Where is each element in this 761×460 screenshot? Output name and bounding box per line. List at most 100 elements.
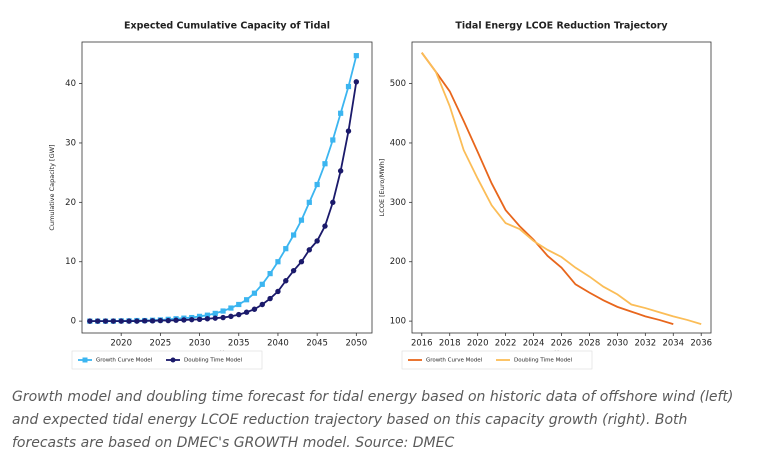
y-tick-label: 500 — [390, 79, 406, 89]
point — [181, 317, 187, 323]
x-tick-label: 2032 — [635, 339, 657, 349]
point — [298, 259, 305, 265]
point — [290, 267, 297, 274]
point — [236, 301, 242, 308]
x-tick-label: 2022 — [495, 339, 517, 349]
point — [110, 318, 117, 324]
point — [267, 271, 273, 277]
y-tick-label: 0 — [71, 317, 76, 327]
caption-line: forecasts are based on DMEC's GROWTH mod… — [12, 435, 454, 451]
x-tick-label: 2035 — [228, 339, 250, 349]
point — [236, 311, 242, 318]
point — [87, 318, 93, 324]
point — [345, 83, 352, 90]
y-tick-label: 200 — [390, 257, 406, 267]
point — [189, 316, 195, 323]
point — [337, 168, 344, 174]
x-tick-label: 2016 — [411, 339, 433, 349]
point — [165, 317, 171, 324]
caption-line: and expected tidal energy LCOE reduction… — [12, 412, 687, 428]
x-tick-label: 2020 — [467, 339, 489, 349]
point — [196, 313, 203, 319]
x-tick-label: 2028 — [579, 339, 601, 349]
chart-title: Expected Cumulative Capacity of Tidal — [124, 21, 330, 32]
point — [322, 161, 328, 167]
y-tick-label: 10 — [65, 257, 76, 267]
point — [94, 318, 101, 324]
point — [157, 317, 164, 324]
point — [353, 53, 359, 59]
x-tick-label: 2030 — [607, 339, 629, 349]
point — [243, 309, 250, 315]
y-axis-label: LCOE [Euro/MWh] — [378, 159, 386, 217]
point — [267, 295, 273, 302]
y-tick-label: 300 — [390, 198, 406, 208]
point — [173, 317, 179, 323]
point — [283, 278, 289, 284]
point — [102, 318, 109, 324]
legend-marker — [170, 357, 176, 363]
x-tick-label: 2025 — [150, 339, 172, 349]
point — [220, 314, 226, 321]
point — [118, 318, 124, 324]
point — [314, 181, 320, 188]
caption-line: Growth model and doubling time forecast … — [12, 389, 733, 405]
point — [220, 308, 226, 314]
x-tick-label: 2050 — [346, 339, 368, 349]
point — [228, 305, 234, 311]
point — [314, 238, 320, 244]
legend-label: Growth Curve Model — [96, 358, 153, 364]
point — [353, 79, 360, 85]
point — [259, 301, 265, 308]
x-tick-label: 2045 — [306, 339, 328, 349]
point — [291, 232, 297, 238]
point — [306, 247, 312, 253]
legend-label: Doubling Time Model — [514, 358, 573, 364]
x-tick-label: 2030 — [189, 339, 211, 349]
series-line — [89, 55, 358, 323]
point — [149, 318, 156, 324]
x-tick-label: 2024 — [523, 339, 545, 349]
point — [204, 312, 211, 318]
legend-marker — [82, 357, 88, 363]
x-tick-label: 2036 — [690, 339, 712, 349]
point — [251, 290, 258, 296]
point — [212, 315, 218, 321]
y-tick-label: 20 — [65, 198, 76, 208]
point — [134, 318, 140, 324]
x-tick-label: 2018 — [439, 339, 461, 349]
y-tick-label: 30 — [65, 138, 76, 148]
point — [338, 110, 344, 116]
point — [259, 281, 265, 287]
point — [330, 199, 336, 206]
y-tick-label: 100 — [390, 317, 406, 327]
point — [196, 316, 203, 323]
plot-frame — [81, 41, 373, 334]
y-axis-label: Cumulative Capacity [GW] — [48, 144, 56, 230]
point — [251, 306, 258, 312]
point — [275, 288, 281, 295]
x-tick-label: 2020 — [110, 339, 132, 349]
series-line — [89, 81, 358, 323]
legend: Growth Curve Model Doubling Time Model — [71, 350, 263, 370]
x-tick-label: 2040 — [267, 339, 289, 349]
plot-frame — [411, 41, 712, 334]
x-tick-label: 2026 — [551, 339, 573, 349]
point — [298, 217, 305, 223]
chart-title: Tidal Energy LCOE Reduction Trajectory — [455, 21, 668, 32]
series-line — [421, 52, 674, 325]
point — [126, 318, 132, 324]
point — [228, 313, 234, 320]
legend: Growth Curve Model Doubling Time Model — [401, 350, 593, 370]
point — [306, 199, 312, 205]
point — [283, 246, 289, 252]
point — [275, 259, 281, 265]
y-tick-label: 400 — [390, 138, 406, 148]
point — [212, 310, 218, 317]
x-tick-label: 2034 — [662, 339, 684, 349]
point — [243, 297, 250, 303]
point — [142, 318, 148, 324]
series-line — [421, 52, 702, 325]
point — [204, 316, 211, 322]
